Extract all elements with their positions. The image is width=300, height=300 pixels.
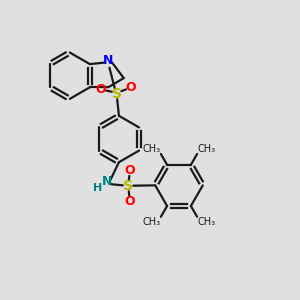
Text: CH₃: CH₃: [197, 144, 215, 154]
Text: O: O: [125, 81, 136, 94]
Text: S: S: [112, 87, 122, 101]
Text: N: N: [102, 175, 112, 188]
Text: CH₃: CH₃: [143, 144, 161, 154]
Text: S: S: [123, 179, 133, 193]
Text: CH₃: CH₃: [197, 217, 215, 227]
Text: N: N: [103, 54, 113, 67]
Text: CH₃: CH₃: [143, 217, 161, 227]
Text: H: H: [93, 183, 102, 193]
Text: O: O: [124, 195, 135, 208]
Text: O: O: [124, 164, 135, 177]
Text: O: O: [96, 83, 106, 96]
